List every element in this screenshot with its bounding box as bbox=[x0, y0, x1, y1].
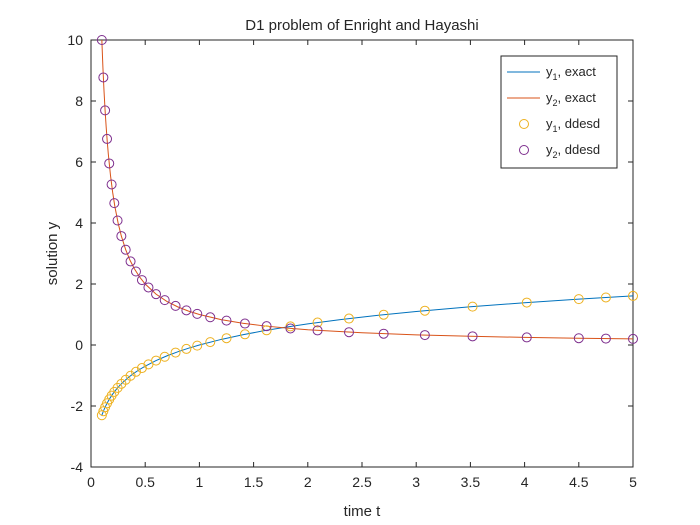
data-point-y1-ddesd bbox=[312, 317, 323, 328]
data-point-y1-ddesd bbox=[600, 292, 611, 303]
data-point-y1-ddesd bbox=[419, 305, 430, 316]
data-point-y2-ddesd bbox=[96, 35, 107, 45]
legend-label: y1, exact bbox=[546, 64, 596, 82]
x-tick-label: 3.5 bbox=[461, 474, 481, 490]
data-point-y1-ddesd bbox=[378, 309, 389, 320]
y-tick-label: 8 bbox=[75, 93, 83, 109]
data-point-y2-ddesd bbox=[285, 323, 296, 334]
x-tick-label: 0.5 bbox=[135, 474, 155, 490]
data-point-y1-ddesd bbox=[130, 366, 141, 377]
x-tick-label: 1 bbox=[196, 474, 204, 490]
x-tick-label: 4 bbox=[521, 474, 529, 490]
x-tick-label: 1.5 bbox=[244, 474, 264, 490]
legend-label: y2, ddesd bbox=[546, 142, 600, 160]
data-point-y2-ddesd bbox=[419, 330, 430, 341]
data-point-y1-ddesd bbox=[192, 340, 203, 351]
y-tick-label: 10 bbox=[67, 32, 83, 48]
data-point-y2-ddesd bbox=[143, 282, 154, 293]
data-point-y2-ddesd bbox=[104, 158, 115, 169]
data-point-y2-ddesd bbox=[181, 305, 192, 316]
series-layer bbox=[96, 35, 638, 421]
data-point-y1-ddesd bbox=[221, 333, 232, 344]
data-point-y2-ddesd bbox=[109, 198, 120, 209]
data-point-y2-ddesd bbox=[151, 289, 162, 300]
data-point-y1-ddesd bbox=[573, 294, 584, 305]
data-point-y2-ddesd bbox=[159, 295, 170, 306]
data-point-y2-ddesd bbox=[467, 331, 478, 342]
data-point-y2-ddesd bbox=[125, 256, 136, 267]
y-axis-label: solution y bbox=[44, 221, 61, 285]
data-point-y2-ddesd bbox=[102, 133, 113, 144]
data-point-y1-ddesd bbox=[239, 329, 250, 340]
data-point-y1-ddesd bbox=[467, 301, 478, 312]
data-point-y1-ddesd bbox=[181, 343, 192, 354]
data-point-y2-ddesd bbox=[521, 332, 532, 343]
y-axis: -4 -2 0 2 4 6 8 10 bbox=[67, 32, 633, 475]
data-point-y2-ddesd bbox=[261, 321, 272, 332]
data-point-y2-ddesd bbox=[170, 300, 181, 311]
legend: y1, exact y2, exact y1, ddesd y2, ddesd bbox=[500, 55, 618, 169]
x-tick-label: 4.5 bbox=[569, 474, 589, 490]
legend-label: y1, ddesd bbox=[546, 116, 600, 134]
legend-box bbox=[500, 55, 618, 169]
data-point-y1-ddesd bbox=[170, 347, 181, 358]
data-point-y2-ddesd bbox=[205, 312, 216, 323]
data-point-y2-ddesd bbox=[106, 179, 117, 190]
data-point-y2-ddesd bbox=[378, 328, 389, 339]
data-point-y2-ddesd bbox=[600, 333, 611, 344]
data-point-y1-ddesd bbox=[343, 313, 354, 324]
data-point-y2-ddesd bbox=[136, 275, 147, 286]
data-point-y2-ddesd bbox=[239, 318, 250, 329]
x-axis-label: time t bbox=[344, 503, 382, 520]
x-tick-label: 2.5 bbox=[352, 474, 372, 490]
data-point-y2-ddesd bbox=[112, 215, 123, 226]
x-tick-label: 5 bbox=[629, 474, 637, 490]
data-point-y2-ddesd bbox=[628, 333, 638, 344]
y-tick-label: 4 bbox=[75, 215, 83, 231]
data-point-y2-ddesd bbox=[98, 72, 109, 83]
data-point-y2-ddesd bbox=[100, 105, 111, 116]
data-point-y1-ddesd bbox=[261, 325, 272, 336]
data-point-y2-ddesd bbox=[130, 266, 141, 277]
x-tick-label: 0 bbox=[87, 474, 95, 490]
data-point-y2-ddesd bbox=[192, 308, 203, 319]
data-point-y1-ddesd bbox=[151, 355, 162, 366]
data-point-y1-ddesd bbox=[628, 290, 638, 301]
data-point-y2-ddesd bbox=[221, 315, 232, 326]
data-point-y1-ddesd bbox=[205, 337, 216, 348]
legend-label: y2, exact bbox=[546, 90, 596, 108]
chart-title: D1 problem of Enright and Hayashi bbox=[245, 17, 478, 34]
y-tick-label: -2 bbox=[71, 398, 84, 414]
y-tick-label: 2 bbox=[75, 276, 83, 292]
x-tick-label: 3 bbox=[412, 474, 420, 490]
data-point-y2-ddesd bbox=[312, 325, 323, 336]
series-line-1-exact bbox=[101, 295, 634, 416]
y-tick-label: 6 bbox=[75, 154, 83, 170]
data-point-y1-ddesd bbox=[159, 351, 170, 362]
legend-swatch-marker bbox=[519, 145, 529, 155]
x-tick-label: 2 bbox=[304, 474, 312, 490]
data-point-y2-ddesd bbox=[343, 327, 354, 338]
x-axis: 0 0.5 1 1.5 2 2.5 3 3.5 4 4.5 5 bbox=[87, 40, 637, 490]
data-point-y1-ddesd bbox=[521, 297, 532, 308]
data-point-y2-ddesd bbox=[573, 333, 584, 344]
y-tick-label: -4 bbox=[71, 459, 84, 475]
data-point-y2-ddesd bbox=[120, 244, 131, 255]
data-point-y1-ddesd bbox=[125, 370, 136, 381]
y-tick-label: 0 bbox=[75, 337, 83, 353]
data-point-y2-ddesd bbox=[116, 231, 127, 242]
legend-swatch-marker bbox=[519, 119, 529, 129]
